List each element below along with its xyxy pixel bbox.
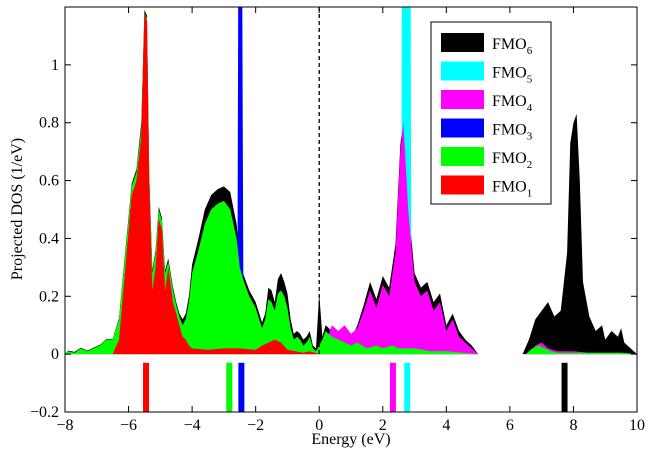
pdos-area-2 — [65, 12, 637, 355]
x-tick-label: 0 — [315, 417, 323, 434]
legend-label-2: FMO2 — [492, 150, 532, 171]
legend-swatch-5 — [441, 61, 484, 81]
legend-label-1: FMO1 — [492, 179, 532, 200]
legend-label-6: FMO6 — [492, 36, 533, 57]
y-tick-label: 0.4 — [39, 230, 59, 247]
x-tick-label: −6 — [120, 417, 137, 434]
x-tick-label: 8 — [569, 417, 577, 434]
pdos-area-1 — [65, 12, 637, 355]
y-axis-label: Projected DOS (1/eV) — [9, 138, 26, 280]
energy-level-bar-4 — [389, 362, 396, 412]
plot-frame — [64, 6, 638, 413]
energy-level-bar-3 — [238, 362, 245, 412]
legend-swatch-2 — [441, 147, 484, 166]
legend-swatch-1 — [441, 175, 484, 195]
y-tick-label: −0.2 — [30, 404, 59, 421]
legend-label-4: FMO4 — [492, 93, 533, 114]
y-tick-label: 1 — [51, 57, 59, 74]
legend-label-3: FMO3 — [492, 122, 533, 143]
energy-level-bar-2 — [226, 362, 233, 412]
legend-swatch-4 — [441, 90, 484, 109]
energy-level-bar-5 — [404, 362, 411, 412]
legend-box — [430, 21, 552, 205]
axis-ticks: −8 −6 −4 −2 0 2 4 6 8 10 −0.2 0 0.2 0.4 0.6 0.8 1 — [30, 7, 645, 434]
x-tick-label: 6 — [506, 417, 514, 434]
x-axis-label: Energy (eV) — [311, 431, 390, 448]
x-tick-label: 10 — [629, 417, 645, 434]
legend-swatch-3 — [441, 118, 484, 138]
energy-level-bar-6 — [561, 362, 568, 412]
pdos-series-layer — [65, 7, 637, 355]
x-tick-label: 4 — [442, 417, 450, 434]
energy-level-bar-1 — [143, 362, 150, 412]
energy-levels-layer — [143, 362, 568, 412]
x-tick-label: −8 — [56, 417, 73, 434]
x-tick-label: −2 — [247, 417, 264, 434]
legend-label-5: FMO5 — [492, 65, 533, 86]
legend-swatch-6 — [441, 33, 484, 52]
y-tick-label: 0 — [51, 346, 59, 363]
y-tick-label: 0.8 — [39, 115, 59, 132]
legend: FMO6 FMO5 FMO4 FMO3 FMO2 FMO1 — [430, 21, 552, 205]
y-tick-label: 0.6 — [39, 173, 59, 190]
y-tick-label: 0.2 — [39, 288, 59, 305]
x-tick-label: −4 — [184, 417, 201, 434]
x-tick-label: 2 — [379, 417, 387, 434]
